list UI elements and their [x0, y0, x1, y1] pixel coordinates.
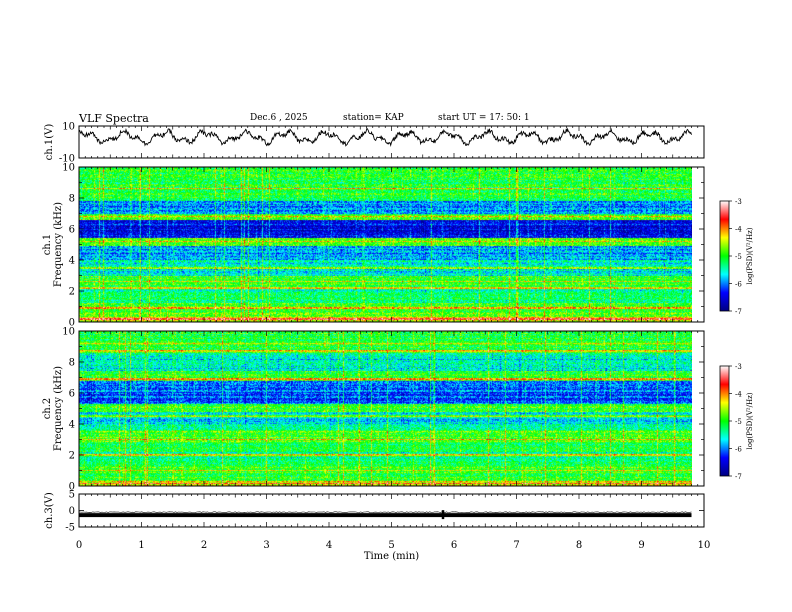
ch3-wave-yaxis: [79, 493, 704, 528]
station-label: station= KAP: [343, 113, 404, 123]
minor-yticks-1: [79, 182, 704, 307]
minor-yticks-2: [79, 346, 704, 471]
ch1-spectrogram-image: [79, 167, 692, 322]
ch2-colorbar-label: log(PSD)(V²/Hz): [746, 392, 754, 449]
ch2-spec-ylabel-2: Frequency (kHz): [53, 366, 64, 451]
ch1-wave-yaxis-label-0: 10: [62, 122, 75, 133]
x-axis-title: Time (min): [364, 551, 419, 562]
ch1-spec-ylabel-2: Frequency (kHz): [53, 202, 64, 287]
ch2-spectrogram-image: [79, 331, 692, 486]
x-tick-label-4: 4: [326, 540, 332, 551]
x-tick-label-8: 8: [576, 540, 582, 551]
ch1-colorbar-tick-1: -4: [735, 226, 742, 234]
ch1-spec-yaxis-label-0: 0: [69, 318, 75, 329]
x-tick-label-2: 2: [201, 540, 207, 551]
x-tick-label-1: 1: [138, 540, 144, 551]
ch2-spec-yaxis-label-4: 8: [69, 358, 75, 369]
ch2-spec-yaxis: [79, 330, 704, 487]
x-ticks-s1: [78, 167, 705, 322]
ch2-spec-yaxis-label-1: 2: [69, 451, 75, 462]
ch2-colorbar-tick-3: -6: [735, 446, 742, 454]
ch2-spec-yaxis-label-0: 0: [69, 482, 75, 493]
ch1-wave-ylabel: ch.1(V): [44, 124, 55, 161]
ch1-spec-yaxis: [79, 166, 704, 323]
x-tick-label-7: 7: [513, 540, 519, 551]
ch1-spec-yaxis-label-5: 10: [62, 163, 75, 174]
x-ticks-s2: [78, 331, 705, 486]
ch2-spec-ylabel-1: ch.2: [42, 398, 53, 420]
ch1-colorbar-tick-4: -7: [735, 308, 742, 316]
ch1-waveform-line: [78, 127, 692, 148]
ch3-waveform-noise: [78, 511, 692, 513]
ch2-spec-yaxis-label-3: 6: [69, 389, 75, 400]
x-tick-label-10: 10: [698, 540, 711, 551]
ch3-wave-ylabel: ch.3(V): [44, 492, 55, 529]
ch3-wave-yaxis-label-0: 5: [69, 490, 75, 501]
ch2-colorbar-tick-1: -4: [735, 391, 742, 399]
ch2-spec-yaxis-label-2: 4: [69, 420, 75, 431]
ch1-colorbar-bar: [719, 200, 730, 312]
ch2-colorbar-bar: [719, 365, 730, 477]
ch1-wave-yaxis: [79, 125, 704, 159]
date-label: Dec.6 , 2025: [250, 113, 308, 123]
ch1-spec-ylabel-1: ch.1: [42, 234, 53, 256]
ch2-spec-yaxis-label-5: 10: [62, 327, 75, 338]
ch3-waveform-band: [79, 513, 692, 518]
ch1-spec-yaxis-label-2: 4: [69, 256, 75, 267]
start-time-label: start UT = 17: 50: 1: [438, 113, 530, 123]
ch2-colorbar-tick-2: -5: [735, 418, 742, 426]
x-tick-label-9: 9: [638, 540, 644, 551]
ch2-colorbar-tick-0: -3: [735, 363, 742, 371]
chart-title: VLF Spectra: [79, 112, 149, 125]
x-tick-label-5: 5: [388, 540, 394, 551]
ch3-wave-yaxis-label-2: -5: [65, 523, 75, 534]
ch3-wave-yaxis-label-1: 0: [69, 506, 75, 517]
ch1-colorbar-tick-2: -5: [735, 253, 742, 261]
ch1-colorbar-tick-0: -3: [735, 198, 742, 206]
ch2-colorbar-tick-4: -7: [735, 473, 742, 481]
ch1-wave-yaxis-label-1: -10: [59, 154, 75, 165]
ch1-colorbar-label: log(PSD)(V²/Hz): [746, 227, 754, 284]
x-tick-label-3: 3: [263, 540, 269, 551]
x-tick-label-0: 0: [76, 540, 82, 551]
x-ticks-w1: [78, 126, 705, 158]
ch3-waveform-spike: [441, 510, 445, 520]
x-ticks-w3: [78, 494, 705, 527]
x-tick-label-6: 6: [451, 540, 457, 551]
ch1-spec-yaxis-label-1: 2: [69, 287, 75, 298]
ch1-spec-yaxis-label-3: 6: [69, 225, 75, 236]
ch1-spec-yaxis-label-4: 8: [69, 194, 75, 205]
ch1-colorbar-tick-3: -6: [735, 281, 742, 289]
